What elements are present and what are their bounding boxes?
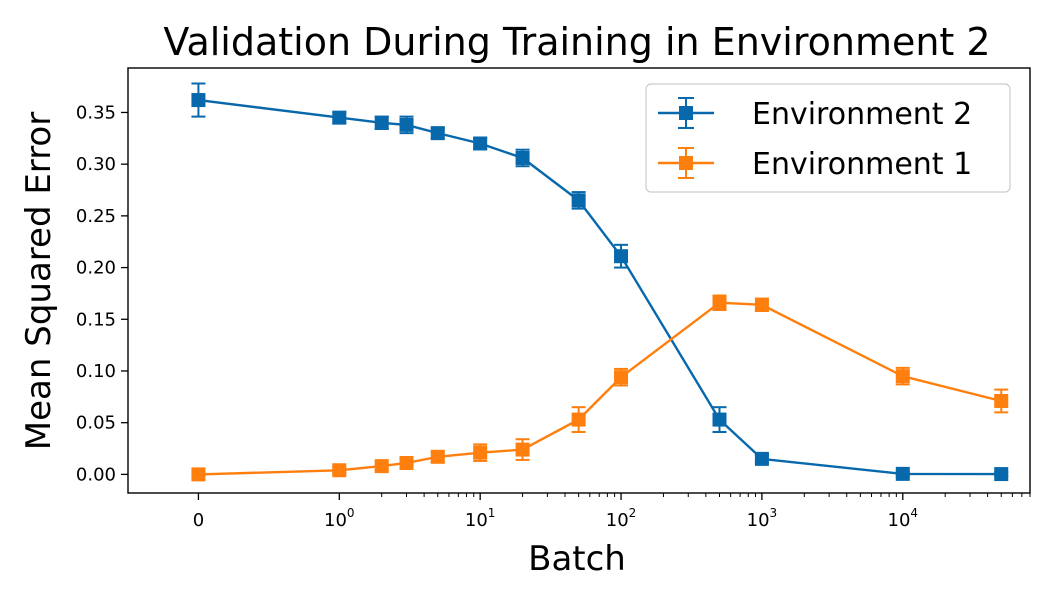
data-point	[754, 451, 769, 466]
x-tick-base: 10	[324, 510, 347, 531]
legend-handle	[658, 147, 714, 179]
x-tick-label: 102	[606, 506, 637, 531]
y-axis-label: Mean Squared Error	[19, 112, 59, 450]
data-point	[895, 369, 910, 384]
data-point	[712, 412, 727, 427]
data-point	[473, 445, 488, 460]
y-tick-label: 0.30	[76, 154, 116, 175]
series-1	[191, 82, 1009, 482]
legend-box	[645, 83, 1011, 193]
series-2	[191, 294, 1009, 482]
data-point	[994, 393, 1009, 408]
data-point	[473, 136, 488, 151]
x-tick-label: 103	[747, 506, 778, 531]
x-tick-base: 10	[465, 510, 488, 531]
data-point	[374, 115, 389, 130]
data-point	[430, 126, 445, 141]
x-tick-label: 104	[888, 506, 919, 531]
chart-title: Validation During Training in Environmen…	[163, 20, 990, 64]
data-point	[191, 467, 206, 482]
x-tick-exp: 0	[347, 506, 355, 520]
x-tick-label: 0	[193, 510, 204, 531]
y-axis: 0.00 0.05 0.10 0.15 0.20 0.25 0.30 0.35	[76, 102, 128, 485]
data-point	[332, 110, 347, 125]
data-point	[515, 442, 530, 457]
series-layer	[191, 82, 1009, 482]
data-point	[895, 466, 910, 481]
y-tick-label: 0.05	[76, 413, 116, 434]
y-tick-label: 0.15	[76, 309, 116, 330]
x-tick-exp: 2	[629, 506, 637, 520]
data-point	[332, 463, 347, 478]
data-point	[754, 297, 769, 312]
y-tick-label: 0.35	[76, 102, 116, 123]
data-point	[191, 93, 206, 108]
x-tick-base: 10	[888, 510, 911, 531]
data-point	[515, 150, 530, 165]
legend-handle	[658, 97, 714, 129]
data-point	[571, 412, 586, 427]
plot-frame	[127, 67, 1031, 494]
data-point	[399, 456, 414, 471]
y-tick-label: 0.10	[76, 361, 116, 382]
series-line	[198, 301, 1002, 476]
x-axis-label: Batch	[528, 539, 626, 579]
x-tick-label: 100	[324, 506, 355, 531]
legend-label: Environment 1	[752, 147, 972, 182]
x-tick-label: 101	[465, 506, 496, 531]
x-axis: 0 100 101 102 103 104	[193, 493, 1031, 531]
legend: Environment 2 Environment 1	[645, 83, 1011, 193]
data-point	[712, 295, 727, 310]
data-point	[374, 459, 389, 474]
data-point	[430, 449, 445, 464]
x-tick-exp: 3	[770, 506, 778, 520]
data-point	[399, 117, 414, 132]
x-tick-exp: 1	[488, 506, 496, 520]
y-tick-label: 0.00	[76, 464, 116, 485]
x-tick-base: 10	[747, 510, 770, 531]
data-point	[994, 467, 1009, 482]
data-point	[614, 249, 629, 264]
x-tick-exp: 4	[910, 506, 918, 520]
data-point	[571, 193, 586, 208]
legend-label: Environment 2	[752, 97, 972, 132]
data-point	[614, 370, 629, 385]
y-tick-label: 0.20	[76, 258, 116, 279]
x-tick-base: 10	[606, 510, 629, 531]
y-tick-label: 0.25	[76, 206, 116, 227]
x-tick-base: 0	[193, 510, 204, 531]
